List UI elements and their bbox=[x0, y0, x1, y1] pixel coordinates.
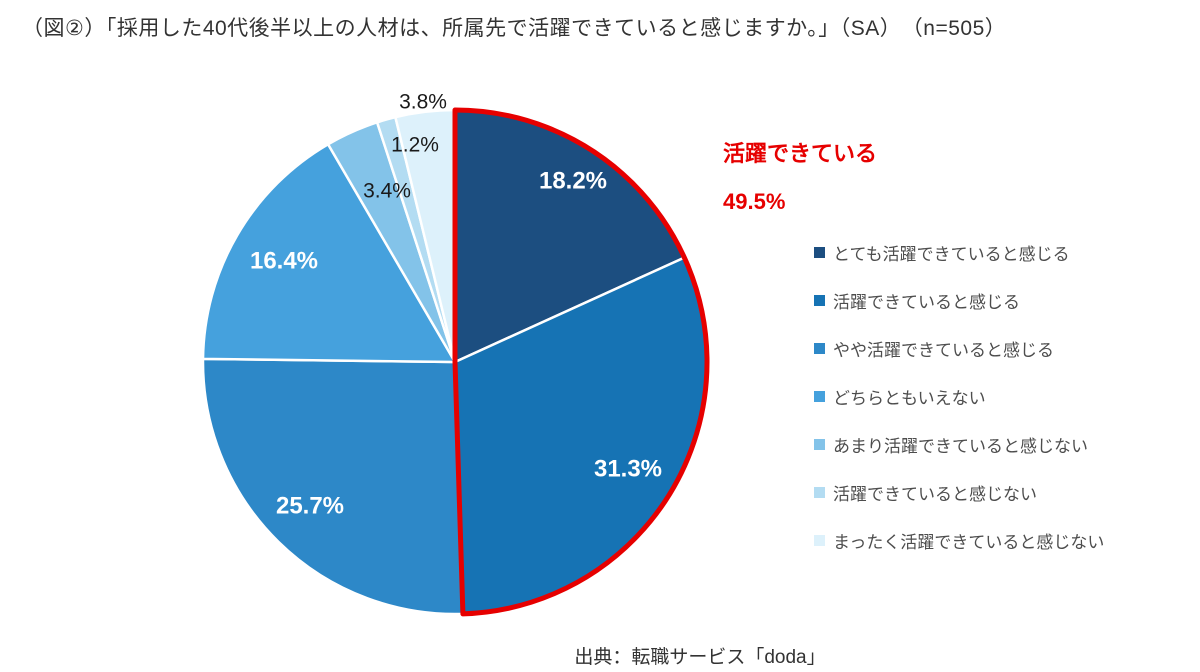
legend-label: やや活躍できていると感じる bbox=[833, 340, 1054, 360]
legend-label: とても活躍できていると感じる bbox=[833, 244, 1070, 264]
legend-item-6: まったく活躍できていると感じない bbox=[814, 516, 1184, 564]
legend-marker bbox=[814, 294, 825, 306]
legend-marker bbox=[814, 486, 825, 498]
legend-item-2: やや活躍できていると感じる bbox=[814, 324, 1184, 372]
legend-label: 活躍できていると感じない bbox=[833, 484, 1037, 504]
highlight-outline bbox=[452, 107, 710, 617]
legend-item-3: どちらともいえない bbox=[814, 372, 1184, 420]
highlight-annotation: 活躍できている 49.5% bbox=[723, 143, 877, 239]
pie-label-5: 1.2% bbox=[391, 133, 439, 156]
legend-marker bbox=[814, 534, 825, 546]
legend-marker bbox=[814, 390, 825, 402]
pie-label-4: 3.4% bbox=[363, 179, 411, 202]
legend-item-5: 活躍できていると感じない bbox=[814, 468, 1184, 516]
legend-item-0: とても活躍できていると感じる bbox=[814, 228, 1184, 276]
legend-label: 活躍できていると感じる bbox=[833, 292, 1020, 312]
pie-label-1: 31.3% bbox=[594, 455, 662, 482]
legend-label: あまり活躍できていると感じない bbox=[833, 436, 1088, 456]
pie-slice-3 bbox=[201, 143, 457, 364]
legend-marker bbox=[814, 246, 825, 258]
legend: とても活躍できていると感じる 活躍できていると感じるやや活躍できていると感じる どち… bbox=[814, 228, 1184, 564]
legend-label: まったく活躍できていると感じない bbox=[833, 532, 1105, 552]
highlight-label: 活躍できている bbox=[723, 141, 878, 166]
legend-label: どちらともいえない bbox=[833, 388, 986, 408]
highlight-value: 49.5% bbox=[723, 189, 786, 214]
source-note: 出典：転職サービス「doda」 bbox=[574, 647, 826, 668]
pie-label-3: 16.4% bbox=[250, 247, 318, 274]
chart-title: （図②）「採用した40代後半以上の人材は、所属先で活躍できていると感じますか。」… bbox=[22, 17, 1007, 40]
legend-marker bbox=[814, 342, 825, 354]
pie-label-6: 3.8% bbox=[399, 90, 447, 113]
pie-slice-2 bbox=[201, 357, 465, 616]
legend-marker bbox=[814, 438, 825, 450]
legend-item-1: 活躍できていると感じる bbox=[814, 276, 1184, 324]
legend-item-4: あまり活躍できていると感じない bbox=[814, 420, 1184, 468]
pie-label-0: 18.2% bbox=[539, 167, 607, 194]
pie-label-2: 25.7% bbox=[276, 492, 344, 519]
